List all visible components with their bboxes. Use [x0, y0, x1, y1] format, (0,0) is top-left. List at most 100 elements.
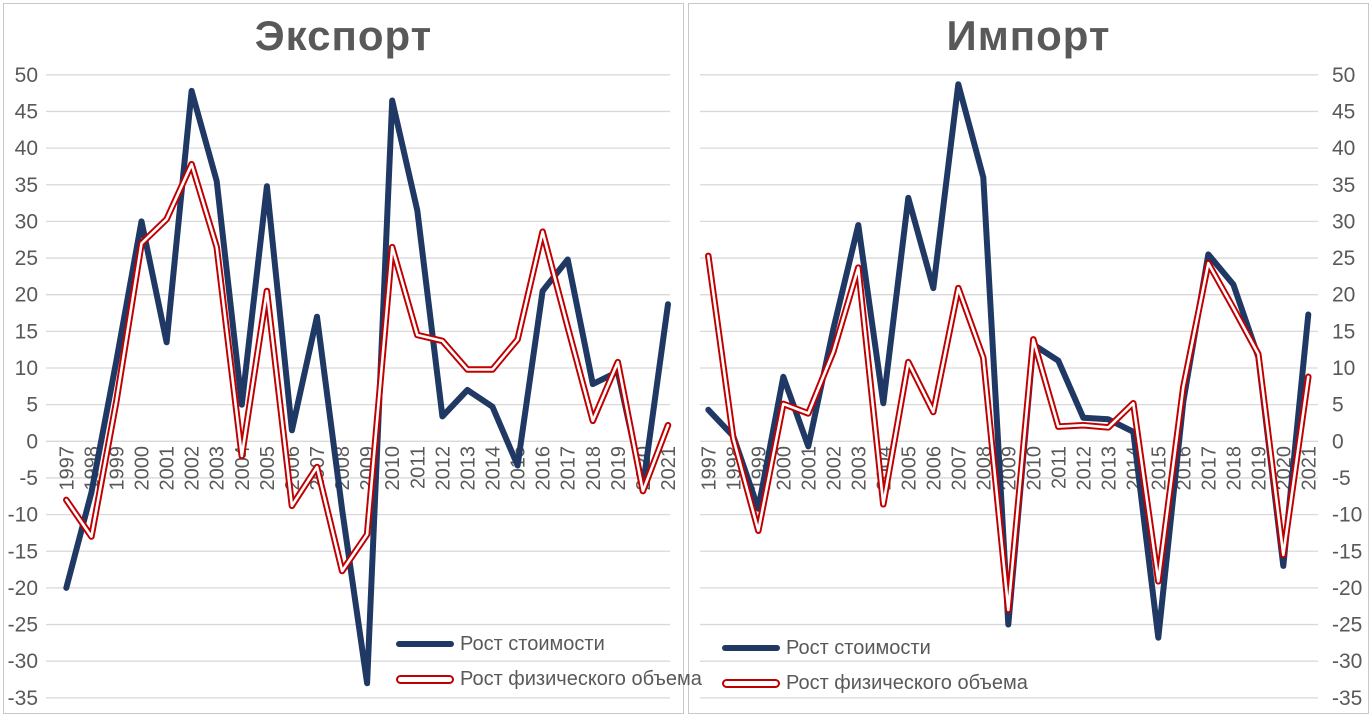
svg-text:50: 50 — [1332, 64, 1355, 87]
svg-text:30: 30 — [15, 210, 38, 233]
x-axis-labels: 1997 1998 1999 2000 2001 2002 2003 2004 2005 2006… — [56, 446, 680, 491]
legend-label: Рост стоимости — [786, 636, 931, 659]
svg-text:-10: -10 — [8, 504, 38, 527]
svg-text:2005: 2005 — [898, 446, 920, 491]
svg-text:-20: -20 — [1332, 577, 1362, 600]
volume-line-swatch-icon — [396, 674, 454, 684]
svg-text:-35: -35 — [8, 687, 38, 710]
svg-text:2018: 2018 — [583, 446, 605, 491]
value-line-swatch-icon — [396, 641, 454, 647]
svg-text:2019: 2019 — [608, 446, 630, 491]
svg-text:2017: 2017 — [558, 446, 580, 491]
value-line-swatch-icon — [722, 645, 780, 651]
svg-text:15: 15 — [1332, 320, 1355, 343]
svg-text:2021: 2021 — [658, 446, 680, 491]
svg-text:-30: -30 — [1332, 650, 1362, 673]
x-axis-labels: 1997 1998 1999 2000 2001 2002 2003 2004 2005 2006… — [698, 446, 1320, 491]
svg-text:2011: 2011 — [407, 446, 429, 489]
svg-text:-5: -5 — [19, 467, 38, 490]
svg-text:2001: 2001 — [798, 446, 820, 491]
svg-text:2010: 2010 — [382, 446, 404, 491]
svg-text:2012: 2012 — [432, 446, 454, 491]
legend-label: Рост стоимости — [460, 632, 605, 655]
svg-text:2002: 2002 — [823, 446, 845, 491]
svg-text:-15: -15 — [8, 540, 38, 563]
svg-text:50: 50 — [15, 64, 38, 87]
svg-text:-25: -25 — [1332, 614, 1362, 637]
series-line-value-growth — [705, 81, 1312, 641]
svg-text:2005: 2005 — [257, 446, 279, 491]
svg-text:-5: -5 — [1332, 467, 1351, 490]
svg-text:2015: 2015 — [1148, 446, 1170, 491]
svg-text:2014: 2014 — [482, 446, 504, 491]
series-line-volume-growth-inner — [706, 254, 1310, 612]
svg-text:40: 40 — [15, 137, 38, 160]
svg-text:35: 35 — [1332, 174, 1355, 197]
chart-import: 50454035302520151050-5-10-15-20-25-30-35… — [698, 64, 1362, 710]
svg-text:2013: 2013 — [457, 446, 479, 491]
volume-line-swatch-icon — [722, 678, 780, 688]
svg-text:45: 45 — [15, 100, 38, 123]
svg-text:1997: 1997 — [56, 446, 78, 491]
svg-text:-20: -20 — [8, 577, 38, 600]
series-line-value-growth — [63, 87, 671, 687]
svg-text:-25: -25 — [8, 614, 38, 637]
legend-item: Рост стоимости — [722, 636, 931, 659]
svg-text:0: 0 — [26, 430, 38, 453]
svg-text:-10: -10 — [1332, 504, 1362, 527]
svg-text:5: 5 — [1332, 394, 1344, 417]
legend-label: Рост физического объема — [786, 671, 1028, 694]
svg-text:10: 10 — [1332, 357, 1355, 380]
svg-text:5: 5 — [26, 394, 38, 417]
svg-text:2012: 2012 — [1073, 446, 1095, 491]
svg-text:10: 10 — [15, 357, 38, 380]
svg-text:2019: 2019 — [1248, 446, 1270, 491]
svg-text:1997: 1997 — [698, 446, 720, 491]
svg-text:-35: -35 — [1332, 687, 1362, 710]
svg-text:-30: -30 — [8, 650, 38, 673]
svg-text:2021: 2021 — [1298, 446, 1320, 491]
svg-text:2000: 2000 — [132, 446, 154, 491]
chart-title-import: Импорт — [946, 12, 1111, 59]
svg-text:25: 25 — [1332, 247, 1355, 270]
legend-item: Рост физического объема — [396, 667, 702, 690]
svg-text:20: 20 — [1332, 284, 1355, 307]
chart-export: 50454035302520151050-5-10-15-20-25-30-35… — [8, 64, 680, 710]
legend-label: Рост физического объема — [460, 667, 702, 690]
svg-text:2004: 2004 — [232, 446, 254, 491]
svg-text:15: 15 — [15, 320, 38, 343]
legend-item: Рост стоимости — [396, 632, 605, 655]
svg-text:25: 25 — [15, 247, 38, 270]
svg-text:-15: -15 — [1332, 540, 1362, 563]
svg-text:45: 45 — [1332, 100, 1355, 123]
svg-text:1999: 1999 — [106, 446, 128, 491]
svg-text:2003: 2003 — [207, 446, 229, 491]
series-line-volume-growth-inner — [65, 162, 670, 573]
legend-item: Рост физического объема — [722, 671, 1028, 694]
svg-text:2011: 2011 — [1048, 446, 1070, 489]
svg-text:2017: 2017 — [1198, 446, 1220, 491]
svg-text:2018: 2018 — [1223, 446, 1245, 491]
svg-text:2010: 2010 — [1023, 446, 1045, 491]
svg-text:2008: 2008 — [973, 446, 995, 491]
series-line-volume-growth — [705, 252, 1312, 614]
svg-text:2002: 2002 — [182, 446, 204, 491]
svg-text:20: 20 — [15, 284, 38, 307]
svg-text:35: 35 — [15, 174, 38, 197]
chart-title-export: Экспорт — [254, 12, 433, 59]
svg-text:30: 30 — [1332, 210, 1355, 233]
svg-text:2009: 2009 — [998, 446, 1020, 491]
svg-text:2003: 2003 — [848, 446, 870, 491]
svg-text:2007: 2007 — [948, 446, 970, 491]
svg-text:2006: 2006 — [923, 446, 945, 491]
svg-text:2001: 2001 — [157, 446, 179, 491]
svg-text:2013: 2013 — [1098, 446, 1120, 491]
svg-text:2000: 2000 — [773, 446, 795, 491]
svg-text:2016: 2016 — [533, 446, 555, 491]
svg-text:0: 0 — [1332, 430, 1344, 453]
svg-text:40: 40 — [1332, 137, 1355, 160]
